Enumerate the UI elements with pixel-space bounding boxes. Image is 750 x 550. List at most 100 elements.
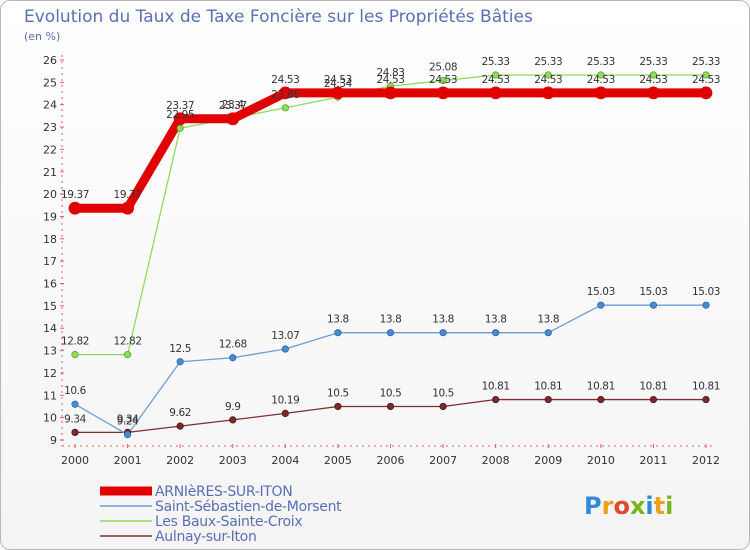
data-label: 10.5 <box>380 387 402 399</box>
data-label: 9.24 <box>117 416 139 428</box>
x-tick-label: 2012 <box>692 454 720 467</box>
data-point <box>176 124 184 132</box>
legend-label: Les Baux-Sainte-Croix <box>155 514 302 530</box>
data-label: 10.5 <box>327 387 349 399</box>
data-point <box>334 402 342 411</box>
y-tick-label: 17 <box>43 255 57 268</box>
logo-letter: o <box>613 492 630 520</box>
axes: 9 10 11 12 13 14 15 16 17 18 19 20 21 22 23 24 25 26 2000 2… <box>43 54 720 467</box>
data-label: 24.53 <box>429 74 457 86</box>
data-label: 13.8 <box>380 314 402 326</box>
y-tick-label: 19 <box>43 210 57 223</box>
data-label: 24.53 <box>482 74 510 86</box>
data-label: 25.33 <box>587 56 615 68</box>
data-point <box>176 358 184 366</box>
x-tick-label: 2008 <box>482 454 510 467</box>
data-label: 13.8 <box>327 314 349 326</box>
data-point <box>597 71 605 79</box>
data-label: 12.82 <box>61 336 89 348</box>
data-point <box>489 86 503 100</box>
legend: ARNIèRES-SUR-ITONSaint-Sébastien-de-Mors… <box>100 484 342 545</box>
data-point <box>649 71 658 79</box>
y-tick-label: 21 <box>43 166 57 179</box>
data-label: 25.33 <box>639 56 667 68</box>
logo-letter: r <box>602 492 614 520</box>
data-point <box>649 395 658 404</box>
data-point <box>226 112 240 126</box>
data-label: 25.08 <box>429 62 457 74</box>
data-point <box>229 416 237 424</box>
data-point <box>278 86 292 100</box>
data-label: 9.62 <box>169 407 191 419</box>
y-tick-label: 26 <box>43 54 57 67</box>
x-tick-label: 2005 <box>324 454 352 467</box>
data-point <box>71 351 79 359</box>
data-point <box>544 329 552 337</box>
data-point <box>176 422 184 430</box>
x-tick-label: 2004 <box>271 454 299 467</box>
data-point <box>334 329 342 337</box>
data-label: 25.33 <box>692 56 720 68</box>
data-label: 12.82 <box>114 336 142 348</box>
data-point <box>68 201 82 215</box>
legend-label: ARNIèRES-SUR-ITON <box>155 484 292 500</box>
y-tick-label: 23 <box>43 121 57 134</box>
y-tick-label: 14 <box>43 322 57 335</box>
x-tick-label: 2011 <box>639 454 667 467</box>
data-point <box>123 351 132 359</box>
y-tick-label: 9 <box>50 434 57 447</box>
data-label: 25.33 <box>482 56 510 68</box>
data-label: 9.9 <box>225 401 241 413</box>
data-label: 24.34 <box>324 78 353 90</box>
data-point <box>439 76 447 85</box>
data-point <box>647 86 660 100</box>
logo-letter: i <box>645 492 653 520</box>
data-label: 24.53 <box>534 74 562 86</box>
data-point <box>597 301 605 309</box>
data-point <box>123 431 132 439</box>
data-label: 23.37 <box>166 100 194 112</box>
x-tick-label: 2006 <box>377 454 405 467</box>
data-label: 12.68 <box>219 339 247 351</box>
data-label: 19.37 <box>114 189 142 201</box>
data-label: 24.53 <box>587 74 615 86</box>
x-tick-label: 2002 <box>166 454 194 467</box>
data-point <box>439 329 447 337</box>
y-tick-label: 24 <box>43 99 57 112</box>
data-point <box>386 402 395 411</box>
chart-title: Evolution du Taux de Taxe Foncière sur l… <box>24 7 533 27</box>
data-label: 24.53 <box>271 74 299 86</box>
data-labels: 9.34 9.34 9.62 9.9 10.19 10.5 10.5 10.5 10.81 10.… <box>61 56 720 428</box>
y-tick-label: 12 <box>43 367 57 380</box>
data-point <box>384 86 397 100</box>
unit-label: (en %) <box>24 30 60 43</box>
data-label: 10.81 <box>587 381 615 393</box>
data-label: 13.8 <box>432 314 454 326</box>
legend-label: Saint-Sébastien-de-Morsent <box>155 499 342 515</box>
data-point <box>71 428 79 436</box>
data-label: 10.81 <box>482 381 510 393</box>
data-point <box>702 71 710 79</box>
logo-letter: t <box>654 492 665 520</box>
data-label: 19.37 <box>61 189 89 201</box>
data-label: 22.95 <box>166 109 194 121</box>
data-label: 23.37 <box>219 100 247 112</box>
data-point <box>544 71 552 79</box>
data-point <box>597 395 605 404</box>
data-label: 23.4 <box>222 99 244 111</box>
series-points <box>68 71 713 439</box>
x-tick-label: 2000 <box>61 454 89 467</box>
data-label: 10.81 <box>692 381 720 393</box>
y-tick-label: 11 <box>43 389 57 402</box>
data-label: 10.6 <box>64 385 86 397</box>
data-point <box>594 86 608 100</box>
y-tick-label: 25 <box>43 76 57 89</box>
data-point <box>386 329 395 337</box>
x-tick-label: 2003 <box>219 454 247 467</box>
data-point <box>121 201 134 215</box>
data-point <box>492 395 500 404</box>
data-point <box>544 395 552 404</box>
data-point <box>331 86 345 100</box>
data-label: 10.19 <box>271 394 299 406</box>
